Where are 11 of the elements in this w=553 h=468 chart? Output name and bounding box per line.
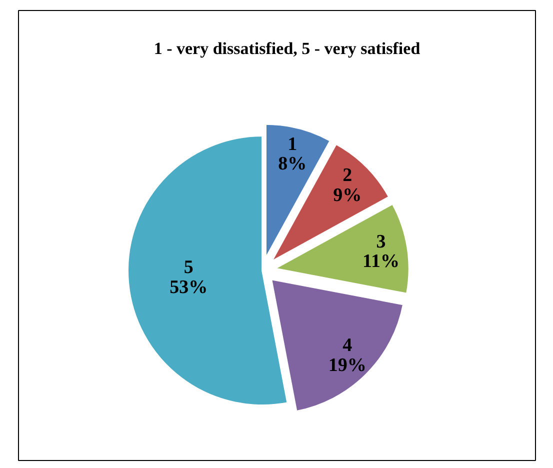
chart-title: 1 - very dissatisfied, 5 - very satisfied (154, 39, 421, 58)
slice-label: 5 (184, 257, 194, 278)
data-label: 53% (170, 276, 208, 298)
data-label: 19% (328, 354, 366, 376)
data-label: 9% (333, 185, 362, 206)
slice-label: 2 (342, 165, 352, 186)
data-label: 11% (362, 251, 400, 272)
slice-label: 1 (288, 134, 298, 155)
slice-label: 4 (342, 334, 353, 356)
slice-label: 3 (376, 231, 386, 252)
data-label: 8% (278, 154, 307, 175)
